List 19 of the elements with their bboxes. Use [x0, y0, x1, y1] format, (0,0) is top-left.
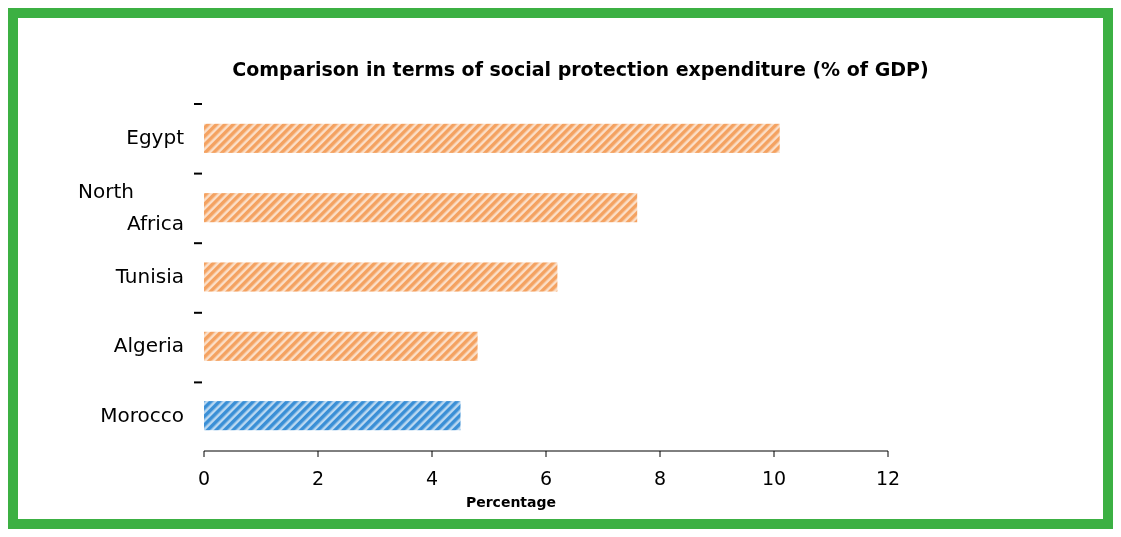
x-tick-label: 6	[539, 467, 553, 489]
bar	[204, 193, 638, 223]
y-tick-label: Algeria	[113, 332, 184, 357]
bar	[204, 123, 780, 153]
x-tick-label: 8	[653, 467, 667, 489]
x-tick-label: 2	[311, 467, 325, 489]
y-tick-label: Egypt	[126, 124, 185, 149]
bar	[204, 401, 461, 431]
x-tick-label: 12	[875, 467, 901, 489]
bar	[204, 262, 558, 292]
y-tick-label: North Africa	[78, 178, 184, 235]
x-tick-label: 10	[761, 467, 787, 489]
chart-title: Comparison in terms of social protection expenditure (% of GDP)	[232, 58, 929, 80]
x-axis-title: Percentage	[465, 494, 557, 510]
x-tick-label: 4	[425, 467, 439, 489]
y-tick-label: Morocco	[100, 402, 184, 427]
x-tick-label: 0	[197, 467, 211, 489]
bar	[204, 331, 478, 361]
y-tick-label: Tunisia	[114, 263, 184, 288]
